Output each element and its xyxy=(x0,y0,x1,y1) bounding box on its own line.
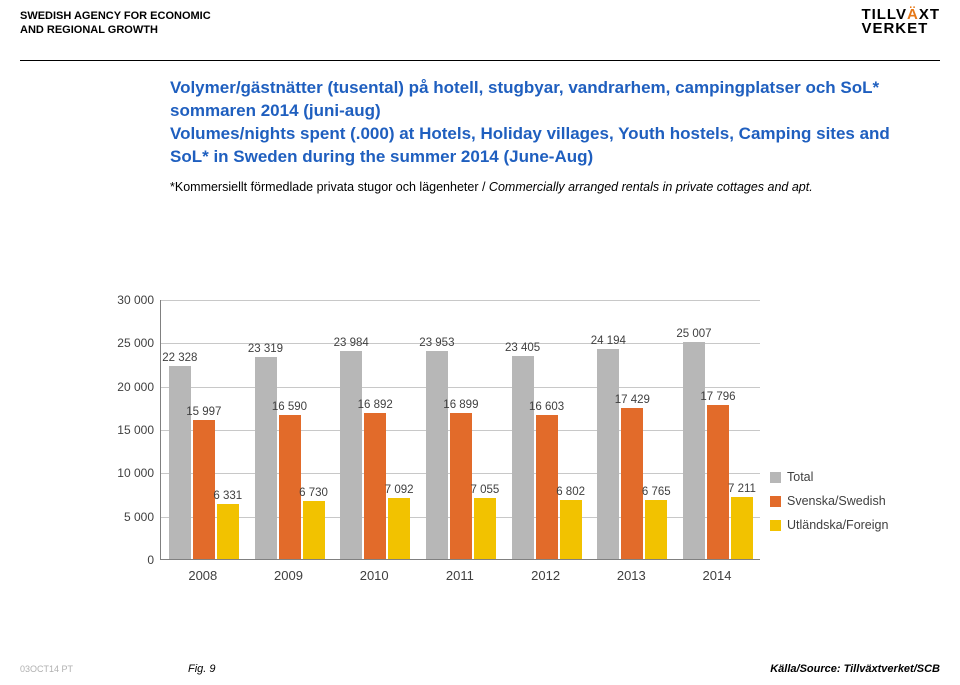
bar-value-label: 17 796 xyxy=(700,391,735,405)
bar-swedish: 16 892 xyxy=(364,413,386,559)
x-axis-label: 2011 xyxy=(446,568,474,583)
x-axis-label: 2010 xyxy=(360,568,389,583)
bar-total: 22 328 xyxy=(169,366,191,560)
logo: TILLVÄXT VERKET xyxy=(861,6,940,37)
bar-foreign: 7 092 xyxy=(388,498,410,559)
bar-value-label: 23 953 xyxy=(419,337,454,351)
bar-foreign: 6 730 xyxy=(303,501,325,559)
bar-value-label: 23 405 xyxy=(505,342,540,356)
bar-value-label: 15 997 xyxy=(186,406,221,420)
legend-item-foreign: Utländska/Foreign xyxy=(770,518,888,532)
bar-value-label: 22 328 xyxy=(162,352,197,366)
bar-foreign: 7 055 xyxy=(474,498,496,559)
legend-label: Total xyxy=(787,470,813,484)
bar-total: 23 984 xyxy=(340,351,362,559)
y-axis-label: 10 000 xyxy=(100,466,154,480)
plot-area: 22 32815 9976 33123 31916 5906 73023 984… xyxy=(160,300,760,560)
gridline xyxy=(161,387,760,388)
legend-item-total: Total xyxy=(770,470,888,484)
footer-date: 03OCT14 PT xyxy=(20,664,180,674)
bar-total: 24 194 xyxy=(597,349,619,559)
y-axis-label: 15 000 xyxy=(100,423,154,437)
bar-value-label: 23 319 xyxy=(248,343,283,357)
bar-swedish: 16 590 xyxy=(279,415,301,559)
bar-total: 25 007 xyxy=(683,342,705,559)
bar-foreign: 7 211 xyxy=(731,497,753,559)
bar-value-label: 23 984 xyxy=(334,337,369,351)
bar-foreign: 6 331 xyxy=(217,504,239,559)
chart-title-en: Volumes/nights spent (.000) at Hotels, H… xyxy=(170,123,900,169)
x-axis-label: 2012 xyxy=(531,568,560,583)
x-axis-label: 2014 xyxy=(703,568,732,583)
agency-line2: AND REGIONAL GROWTH xyxy=(20,24,940,38)
footer-fig: Fig. 9 xyxy=(188,663,216,675)
y-axis-label: 30 000 xyxy=(100,293,154,307)
bar-value-label: 16 590 xyxy=(272,401,307,415)
chart-title-sv: Volymer/gästnätter (tusental) på hotell,… xyxy=(170,77,900,123)
bar-swedish: 17 429 xyxy=(621,408,643,559)
bar-value-label: 6 802 xyxy=(556,486,585,500)
footer-source: Källa/Source: Tillväxtverket/SCB xyxy=(770,663,940,675)
bar-swedish: 15 997 xyxy=(193,420,215,559)
bar-total: 23 953 xyxy=(426,351,448,559)
bar-value-label: 7 092 xyxy=(385,484,414,498)
bar-value-label: 24 194 xyxy=(591,335,626,349)
bar-value-label: 7 211 xyxy=(728,483,756,497)
gridline xyxy=(161,300,760,301)
legend-swatch xyxy=(770,520,781,531)
bar-swedish: 16 899 xyxy=(450,413,472,559)
agency-line1: SWEDISH AGENCY FOR ECONOMIC xyxy=(20,10,940,24)
y-axis-label: 5 000 xyxy=(100,510,154,524)
x-axis-label: 2013 xyxy=(617,568,646,583)
x-axis-label: 2008 xyxy=(188,568,217,583)
bar-value-label: 25 007 xyxy=(676,328,711,342)
bar-value-label: 6 730 xyxy=(299,487,328,501)
footnote-ital: Commercially arranged rentals in private… xyxy=(489,180,813,194)
bar-foreign: 6 802 xyxy=(560,500,582,559)
x-axis-label: 2009 xyxy=(274,568,303,583)
bar-value-label: 16 892 xyxy=(358,399,393,413)
y-axis-label: 20 000 xyxy=(100,380,154,394)
bar-value-label: 17 429 xyxy=(615,394,650,408)
bar-value-label: 6 765 xyxy=(642,486,671,500)
bar-value-label: 6 331 xyxy=(213,490,242,504)
bar-total: 23 319 xyxy=(255,357,277,559)
bar-value-label: 7 055 xyxy=(471,484,500,498)
logo-text-2: VERKET xyxy=(861,20,940,37)
bar-value-label: 16 899 xyxy=(443,399,478,413)
legend-item-swedish: Svenska/Swedish xyxy=(770,494,888,508)
footnote-reg: *Kommersiellt förmedlade privata stugor … xyxy=(170,180,489,194)
bar-total: 23 405 xyxy=(512,356,534,559)
bar-swedish: 17 796 xyxy=(707,405,729,559)
legend-label: Svenska/Swedish xyxy=(787,494,886,508)
y-axis-label: 0 xyxy=(100,553,154,567)
legend-label: Utländska/Foreign xyxy=(787,518,888,532)
bar-swedish: 16 603 xyxy=(536,415,558,559)
chart: 22 32815 9976 33123 31916 5906 73023 984… xyxy=(100,300,890,610)
y-axis-label: 25 000 xyxy=(100,336,154,350)
bar-foreign: 6 765 xyxy=(645,500,667,559)
bar-value-label: 16 603 xyxy=(529,401,564,415)
legend: Total Svenska/Swedish Utländska/Foreign xyxy=(770,470,888,542)
legend-swatch xyxy=(770,496,781,507)
chart-footnote: *Kommersiellt förmedlade privata stugor … xyxy=(170,179,900,195)
legend-swatch xyxy=(770,472,781,483)
